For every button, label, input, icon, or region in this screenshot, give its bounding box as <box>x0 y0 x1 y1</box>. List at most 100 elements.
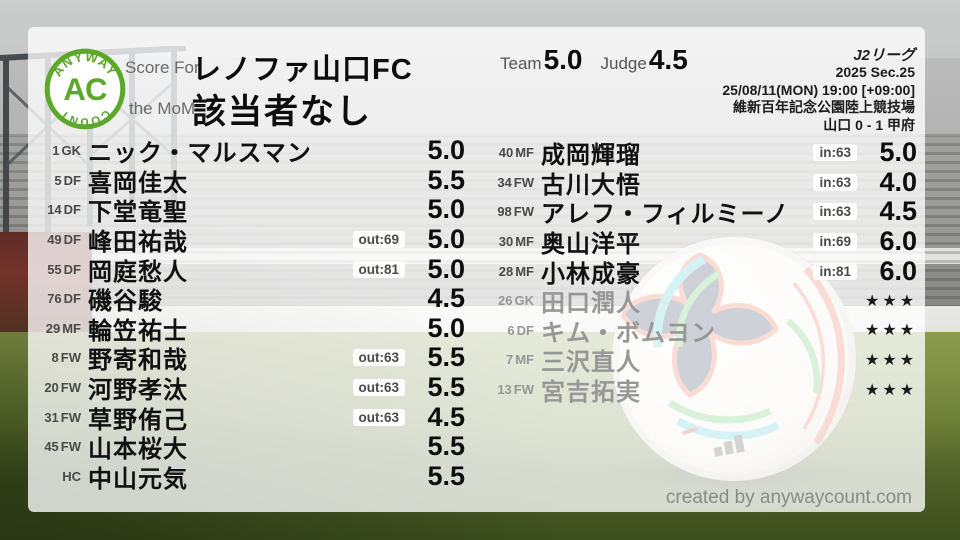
player-number: 5 <box>54 172 62 188</box>
player-number-position: 5 DF <box>35 173 81 188</box>
team-score-label: Team <box>500 54 542 73</box>
starting-players-column: 1 GK ニック・マルスマン 5.0 5 DF 喜岡佳太 5.5 14 DF 下堂竜聖… <box>35 135 465 493</box>
player-position: MF <box>515 263 534 279</box>
substitution-badge: out:63 <box>352 379 405 397</box>
player-row: 7 MF 三沢直人 ★★★ <box>492 345 917 376</box>
player-number-position: 20 FW <box>35 380 81 395</box>
player-row: 20 FW 河野孝汰 out:63 5.5 <box>35 372 465 405</box>
player-name: 輪笠祐士 <box>88 317 188 345</box>
player-score: 5.0 <box>427 253 465 284</box>
player-number-position: 55 DF <box>35 262 81 277</box>
league-name: J2リーグ <box>853 47 915 64</box>
player-number: 40 <box>498 145 514 161</box>
player-number: 29 <box>45 320 61 336</box>
player-score: 4.5 <box>879 196 917 227</box>
player-name: 田口潤人 <box>541 290 641 318</box>
player-name: 山本桜大 <box>88 436 188 464</box>
venue-name: 維新百年記念公園陸上競技場 <box>733 99 915 116</box>
player-name: 磯谷駿 <box>88 288 163 316</box>
player-score: 5.5 <box>427 460 465 491</box>
player-number: 98 <box>497 204 512 220</box>
credit-text: created by anywaycount.com <box>665 487 912 508</box>
player-number-position: 98 FW <box>492 204 534 219</box>
player-position: DF <box>63 232 81 248</box>
player-number-position: 76 DF <box>35 291 81 306</box>
substitution-badge: out:63 <box>352 408 405 426</box>
player-name: 下堂竜聖 <box>88 199 188 227</box>
score-for-label: Score For <box>125 58 200 77</box>
player-position: FW <box>60 409 81 425</box>
player-row: 31 FW 草野侑己 out:63 4.5 <box>35 401 465 434</box>
player-position: MF <box>515 352 534 368</box>
player-number-position: 1 GK <box>35 143 81 158</box>
player-score: 5.0 <box>427 312 465 343</box>
player-score: 4.5 <box>427 283 465 314</box>
player-number-position: 29 MF <box>35 321 81 336</box>
player-number: 45 <box>44 439 59 455</box>
player-number: 1 <box>52 143 60 159</box>
player-number-position: 31 FW <box>35 410 81 425</box>
player-number: 30 <box>498 234 514 250</box>
judge-score-value: 4.5 <box>648 44 688 75</box>
team-judge-summary: Team 5.0 Judge 4.5 <box>500 44 688 76</box>
player-number-position: HC <box>35 469 81 484</box>
match-result: 山口 0 - 1 甲府 <box>823 116 915 133</box>
player-row: 13 FW 宮吉拓実 ★★★ <box>492 375 918 407</box>
player-number-position: 30 MF <box>492 234 534 249</box>
player-position: FW <box>60 350 81 366</box>
player-row: 6 DF キム・ボムヨン ★★★ <box>492 316 918 347</box>
player-number-position: 8 FW <box>35 350 81 365</box>
player-position: MF <box>515 234 534 250</box>
player-name: 峰田祐哉 <box>88 229 188 257</box>
player-row: 30 MF 奥山洋平 in:69 6.0 <box>492 226 917 259</box>
player-name: 野寄和哉 <box>88 347 188 375</box>
player-number: 13 <box>497 382 512 398</box>
player-number: 8 <box>51 350 59 366</box>
player-row: 40 MF 成岡輝瑠 in:63 5.0 <box>492 137 917 169</box>
player-position: FW <box>60 380 81 396</box>
player-number: 6 <box>507 322 515 338</box>
substitution-badge: in:63 <box>813 173 857 191</box>
player-row: 49 DF 峰田祐哉 out:69 5.0 <box>35 224 465 257</box>
player-number: 49 <box>47 232 62 248</box>
player-number-position: 34 FW <box>492 175 534 190</box>
judge-score-label: Judge <box>600 54 647 73</box>
player-position: DF <box>63 202 81 218</box>
player-position: FW <box>60 439 81 455</box>
white-overlay-panel <box>28 27 925 512</box>
player-number: 76 <box>47 291 62 307</box>
player-number-position: 6 DF <box>492 323 534 338</box>
player-number-position: 26 GK <box>492 293 534 308</box>
player-row: 26 GK 田口潤人 ★★★ <box>492 286 918 318</box>
player-row: 5 DF 喜岡佳太 5.5 <box>35 165 465 197</box>
player-score: ★★★ <box>865 381 918 399</box>
player-name: 奥山洋平 <box>541 231 641 259</box>
substitution-badge: out:63 <box>352 349 405 367</box>
player-number-position: 40 MF <box>492 145 534 160</box>
player-row: 34 FW 古川大悟 in:63 4.0 <box>492 167 917 199</box>
season-round: 2025 Sec.25 <box>835 64 915 81</box>
player-number-position: 49 DF <box>35 232 81 247</box>
player-score: ★★★ <box>865 322 918 340</box>
svg-text:COUNT: COUNT <box>57 107 113 129</box>
player-number-position: 45 FW <box>35 439 81 454</box>
player-number: 34 <box>497 174 512 190</box>
player-score: 5.0 <box>427 224 465 255</box>
player-name: ニック・マルスマン <box>88 140 312 168</box>
player-row: 8 FW 野寄和哉 out:63 5.5 <box>35 342 465 375</box>
player-number: 14 <box>47 202 62 218</box>
player-name: 河野孝汰 <box>88 377 188 405</box>
player-name: 古川大悟 <box>541 171 641 199</box>
player-name: 草野侑己 <box>88 406 188 434</box>
player-score: 4.5 <box>427 401 465 432</box>
player-position: DF <box>63 291 81 307</box>
player-row: 45 FW 山本桜大 5.5 <box>35 431 465 464</box>
player-score: ★★★ <box>865 292 918 310</box>
player-name: 宮吉拓実 <box>541 379 641 407</box>
player-score: 5.5 <box>427 372 465 403</box>
player-position: DF <box>516 322 534 338</box>
logo-ac-text: AC <box>63 72 107 107</box>
substitution-badge: in:63 <box>813 144 857 162</box>
player-number: 7 <box>505 352 514 368</box>
